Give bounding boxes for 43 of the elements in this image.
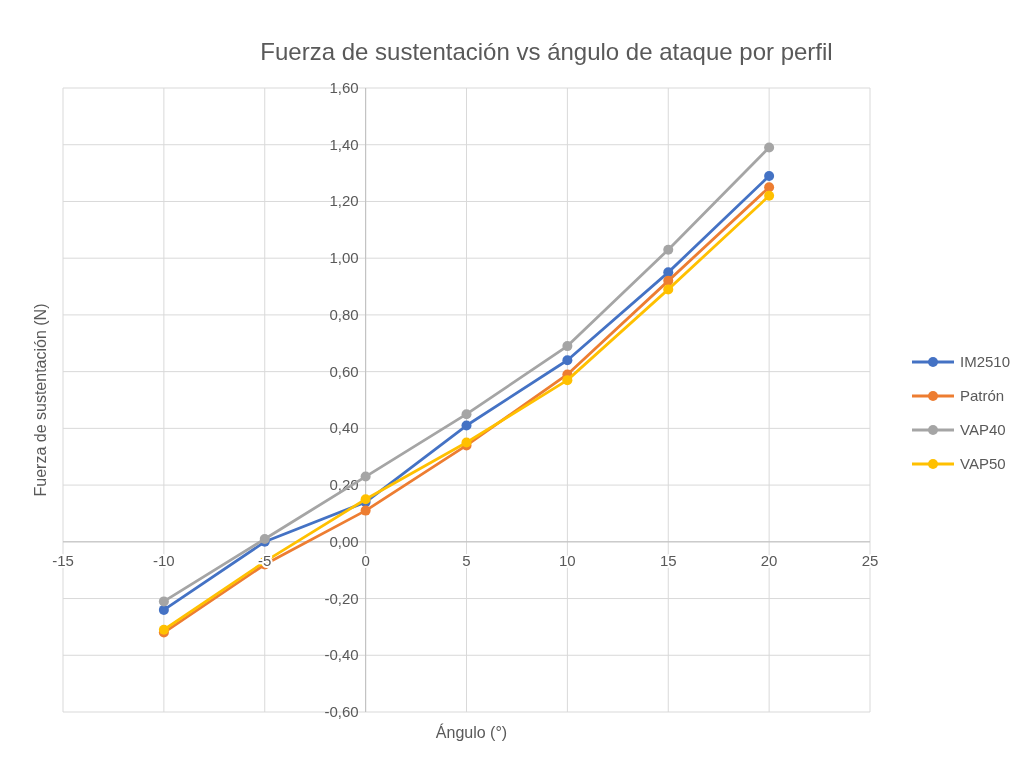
y-axis-title: Fuerza de sustentación (N): [32, 303, 49, 497]
point: [764, 182, 775, 193]
chart-title: Fuerza de sustentación vs ángulo de ataque por perfil: [260, 38, 833, 65]
y-tick-label: 1,40: [329, 135, 359, 153]
point: [360, 505, 371, 516]
point: [764, 170, 775, 181]
legend-label: Patrón: [960, 387, 1005, 404]
point: [663, 244, 674, 255]
y-tick-label: 1,20: [329, 192, 359, 210]
y-tick-label: 0,80: [329, 305, 359, 323]
point: [663, 267, 674, 278]
point: [764, 190, 775, 201]
legend-label: VAP40: [960, 421, 1006, 438]
y-tick-label: -0,20: [324, 589, 359, 607]
x-tick-label: 15: [659, 551, 677, 569]
y-tick-label: 0,00: [329, 532, 359, 550]
x-tick-label: 5: [462, 551, 471, 569]
y-tick-label: 1,60: [329, 79, 359, 96]
point: [562, 355, 573, 366]
point: [461, 409, 472, 420]
x-tick-label: 0: [361, 551, 370, 569]
legend-label: IM2510: [960, 353, 1011, 370]
point: [360, 471, 371, 482]
y-tick-label: 0,60: [329, 362, 359, 380]
point: [663, 275, 674, 286]
point: [764, 142, 775, 153]
point: [663, 284, 674, 295]
legend-label: VAP50: [960, 455, 1006, 472]
x-tick-label: 20: [760, 551, 778, 569]
point: [562, 341, 573, 352]
point: [461, 420, 472, 431]
x-axis-title: Ángulo (°): [435, 723, 508, 741]
y-tick-label: -0,40: [324, 646, 359, 664]
y-tick-label: -0,60: [324, 703, 359, 720]
point: [158, 596, 169, 607]
point: [562, 375, 573, 386]
y-tick-label: 1,00: [329, 249, 359, 267]
x-tick-label: 10: [559, 551, 576, 569]
x-tick-label: 25: [861, 551, 879, 569]
x-tick-label: -10: [153, 551, 175, 569]
y-tick-label: 0,40: [329, 419, 359, 437]
point: [158, 604, 169, 615]
x-tick-label: -15: [52, 551, 74, 569]
